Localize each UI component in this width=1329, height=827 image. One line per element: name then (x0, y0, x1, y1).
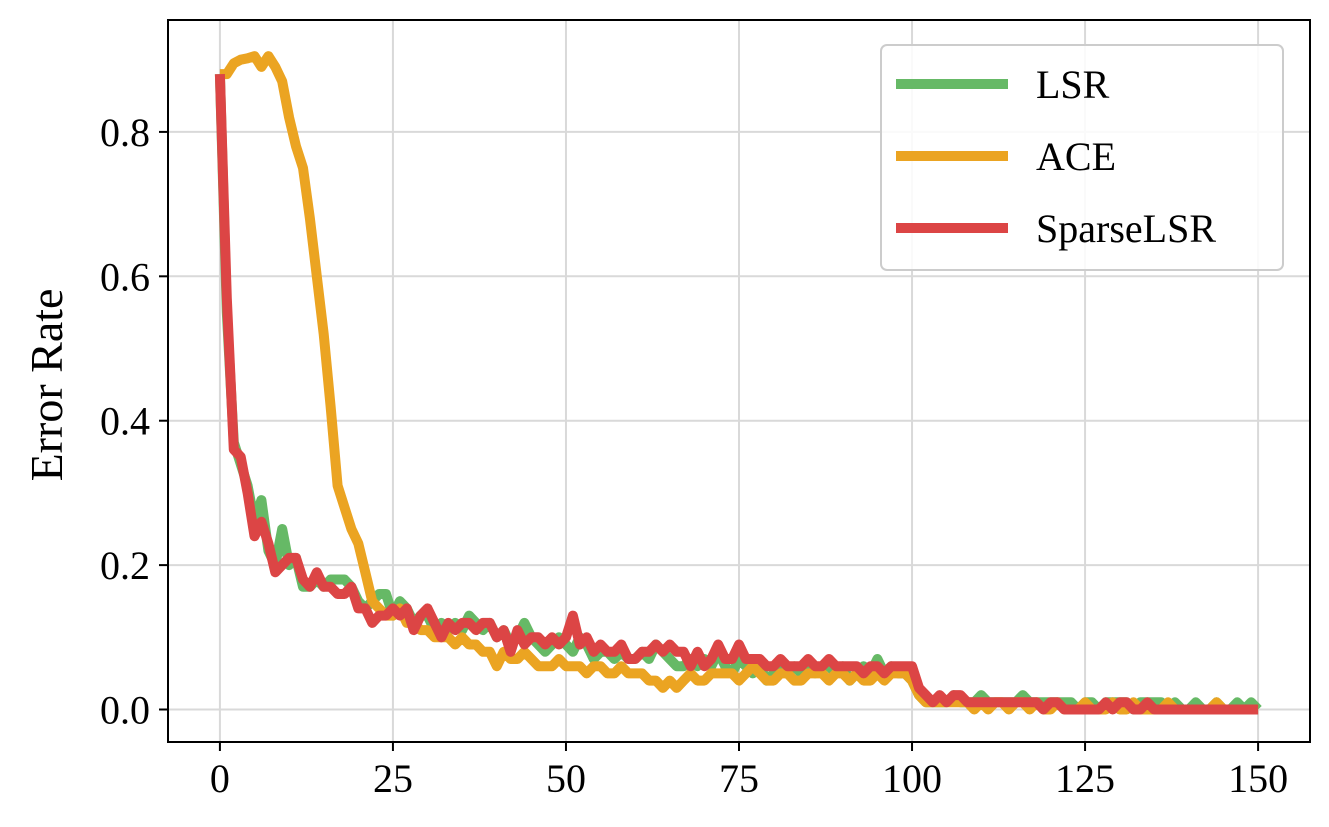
x-tick-label: 100 (882, 756, 942, 801)
series-lines (214, 51, 1262, 715)
x-tick-label: 0 (210, 756, 230, 801)
x-tick-label: 75 (719, 756, 759, 801)
legend-label-lsr: LSR (1036, 62, 1110, 107)
y-tick-label: 0.2 (100, 543, 150, 588)
legend-label-ace: ACE (1036, 134, 1116, 179)
legend-label-sparselsr: SparseLSR (1036, 206, 1216, 251)
series-line-sparselsr (214, 73, 1259, 715)
y-tick-label: 0.8 (100, 110, 150, 155)
legend: LSR ACE SparseLSR (880, 44, 1284, 271)
grid-lines (168, 20, 1310, 742)
y-axis: 0.0 0.2 0.4 0.6 0.8 (100, 110, 168, 733)
y-tick-label: 0.6 (100, 254, 150, 299)
x-tick-label: 125 (1055, 756, 1115, 801)
x-axis: 0 25 50 75 100 125 150 (210, 742, 1288, 801)
y-axis-label: Error Rate (21, 289, 72, 482)
y-tick-label: 0.0 (100, 688, 150, 733)
x-tick-label: 150 (1228, 756, 1288, 801)
legend-box (880, 44, 1284, 271)
x-tick-label: 25 (373, 756, 413, 801)
x-tick-label: 50 (546, 756, 586, 801)
y-tick-label: 0.4 (100, 399, 150, 444)
